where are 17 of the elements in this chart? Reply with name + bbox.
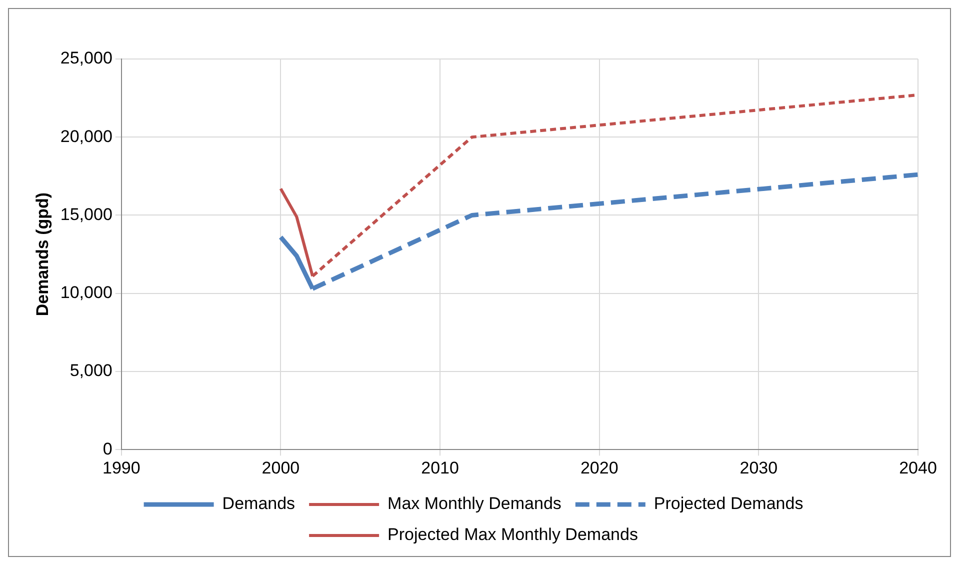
y-axis-title: Demands (gpd): [32, 192, 52, 316]
x-tick-label: 2000: [262, 458, 300, 478]
legend-label: Demands: [222, 494, 296, 514]
y-tick-label: 15,000: [60, 204, 112, 224]
y-tick-label: 25,000: [60, 48, 112, 68]
y-tick-label: 0: [102, 439, 112, 458]
x-tick-label: 2020: [580, 458, 618, 478]
y-tick-label: 5,000: [70, 361, 112, 380]
x-tick-label: 2010: [421, 458, 459, 478]
x-tick-label: 2030: [740, 458, 778, 478]
legend-label: Max Monthly Demands: [388, 494, 562, 514]
legend-label: Projected Demands: [654, 494, 804, 514]
y-tick-label: 20,000: [60, 126, 112, 146]
x-tick-label: 1990: [102, 458, 140, 478]
legend-label: Projected Max Monthly Demands: [388, 525, 638, 544]
y-tick-label: 10,000: [60, 283, 112, 302]
x-tick-label: 2040: [899, 458, 937, 478]
